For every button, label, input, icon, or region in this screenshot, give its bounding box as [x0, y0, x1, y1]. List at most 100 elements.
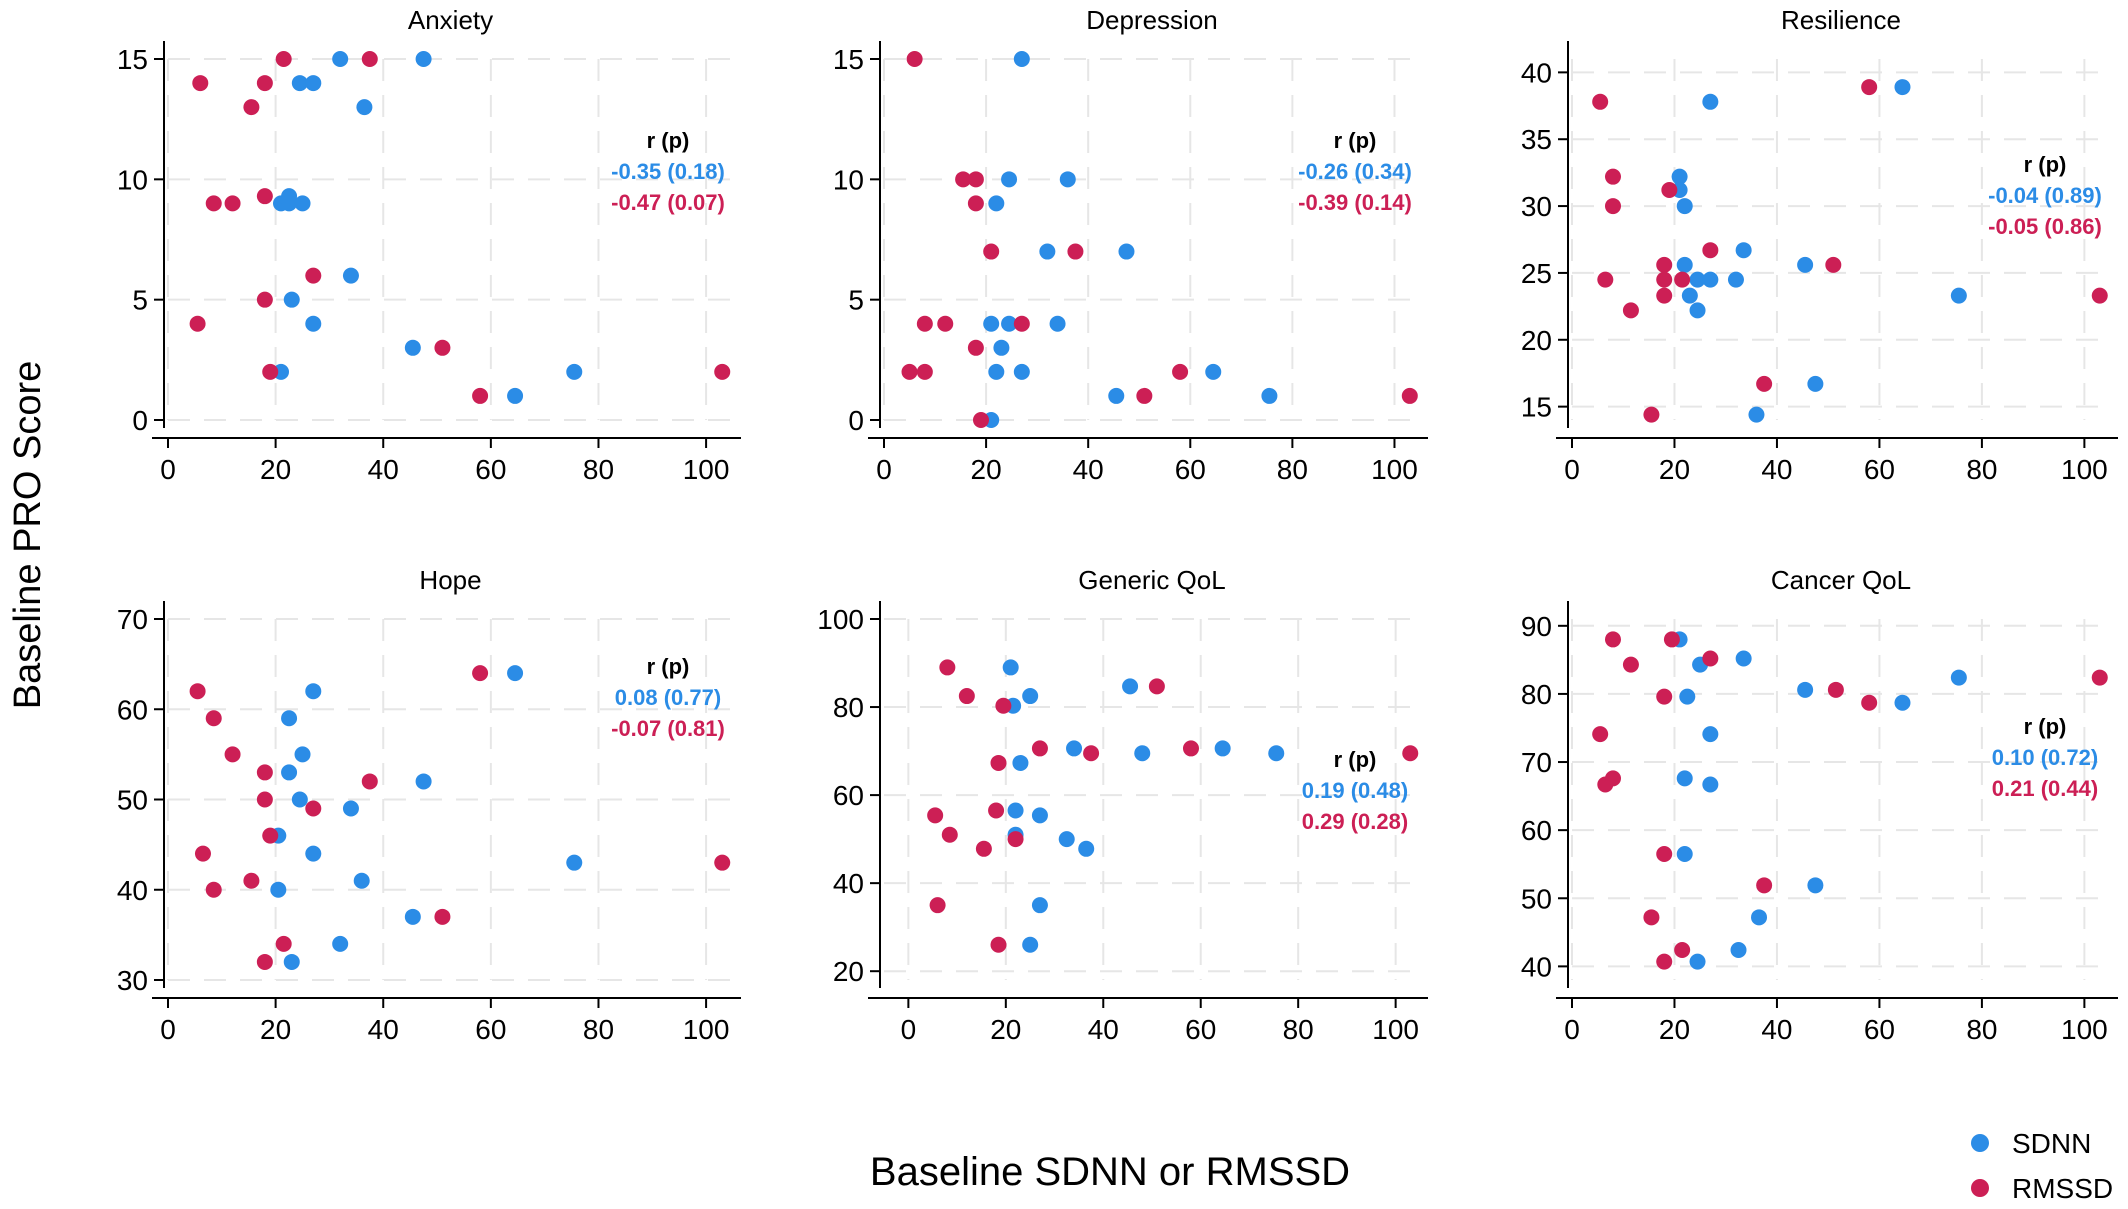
point-rmssd: [1661, 182, 1678, 199]
legend-label-sdnn: SDNN: [2012, 1128, 2091, 1159]
point-sdnn: [1108, 387, 1125, 404]
point-sdnn: [1894, 694, 1911, 711]
chart-panel-5: 40 50 60 70 80 90 0 20 40 60 80 100 Cancer QoL r (p) 0…: [1521, 565, 2118, 1045]
point-sdnn: [1950, 669, 1967, 686]
x-tick-label: 0: [1564, 454, 1580, 485]
x-tick-label: 40: [1761, 454, 1792, 485]
point-rmssd: [941, 826, 958, 843]
point-sdnn: [415, 773, 432, 790]
x-tick-label: 20: [1659, 454, 1690, 485]
point-rmssd: [434, 908, 451, 925]
point-sdnn: [1001, 315, 1018, 332]
annotation-sdnn: -0.26 (0.34): [1298, 159, 1412, 184]
x-tick-label: 60: [1175, 454, 1206, 485]
y-tick-label: 70: [1521, 747, 1552, 778]
point-sdnn: [1205, 363, 1222, 380]
point-sdnn: [1689, 953, 1706, 970]
point-sdnn: [1671, 168, 1688, 185]
point-sdnn: [404, 339, 421, 356]
point-rmssd: [434, 339, 451, 356]
point-sdnn: [1702, 726, 1719, 743]
point-sdnn: [1894, 79, 1911, 96]
point-sdnn: [1751, 909, 1768, 926]
point-rmssd: [967, 171, 984, 188]
point-sdnn: [283, 291, 300, 308]
point-sdnn: [1268, 745, 1285, 762]
annotation-header: r (p): [1334, 747, 1377, 772]
x-tick-label: 0: [876, 454, 892, 485]
point-rmssd: [967, 339, 984, 356]
x-tick-label: 100: [1372, 1014, 1419, 1045]
y-tick-label: 80: [833, 692, 864, 723]
point-rmssd: [916, 363, 933, 380]
point-rmssd: [256, 188, 273, 205]
point-sdnn: [1012, 754, 1029, 771]
point-sdnn: [988, 195, 1005, 212]
point-sdnn: [1950, 287, 1967, 304]
point-rmssd: [224, 746, 241, 763]
y-tick-label: 35: [1521, 124, 1552, 155]
point-rmssd: [1643, 909, 1660, 926]
y-tick-label: 40: [1521, 951, 1552, 982]
point-rmssd: [1083, 745, 1100, 762]
point-sdnn: [983, 315, 1000, 332]
point-rmssd: [256, 291, 273, 308]
point-rmssd: [983, 243, 1000, 260]
point-rmssd: [205, 710, 222, 727]
point-rmssd: [988, 802, 1005, 819]
x-tick-label: 80: [1277, 454, 1308, 485]
point-sdnn: [1261, 387, 1278, 404]
point-sdnn: [1689, 302, 1706, 319]
point-rmssd: [714, 854, 731, 871]
point-sdnn: [281, 195, 298, 212]
point-sdnn: [1676, 770, 1693, 787]
point-sdnn: [1735, 650, 1752, 667]
point-sdnn: [1031, 897, 1048, 914]
point-rmssd: [1861, 694, 1878, 711]
point-sdnn: [993, 339, 1010, 356]
point-rmssd: [1643, 406, 1660, 423]
y-tick-label: 60: [833, 780, 864, 811]
y-tick-label: 40: [117, 875, 148, 906]
y-tick-label: 30: [117, 965, 148, 996]
chart-title: Anxiety: [408, 5, 493, 35]
point-sdnn: [1022, 936, 1039, 953]
point-rmssd: [2091, 287, 2108, 304]
x-tick-label: 80: [1966, 1014, 1997, 1045]
point-sdnn: [1797, 681, 1814, 698]
point-rmssd: [256, 953, 273, 970]
point-sdnn: [305, 683, 322, 700]
y-tick-label: 10: [833, 164, 864, 195]
point-rmssd: [305, 800, 322, 817]
figure-x-axis-label: Baseline SDNN or RMSSD: [870, 1150, 1350, 1194]
x-tick-label: 80: [583, 1014, 614, 1045]
point-rmssd: [192, 75, 209, 92]
point-rmssd: [1172, 363, 1189, 380]
point-sdnn: [1022, 688, 1039, 705]
point-sdnn: [342, 800, 359, 817]
point-rmssd: [1656, 953, 1673, 970]
point-rmssd: [472, 665, 489, 682]
point-rmssd: [189, 315, 206, 332]
point-rmssd: [1604, 168, 1621, 185]
point-rmssd: [1148, 678, 1165, 695]
x-tick-label: 20: [990, 1014, 1021, 1045]
point-rmssd: [1136, 387, 1153, 404]
x-tick-label: 80: [583, 454, 614, 485]
annotation-sdnn: 0.10 (0.72): [1992, 745, 2098, 770]
x-tick-label: 100: [2061, 454, 2108, 485]
point-rmssd: [1604, 198, 1621, 215]
legend-marker-sdnn: [1971, 1134, 1989, 1152]
point-sdnn: [1007, 802, 1024, 819]
point-sdnn: [294, 746, 311, 763]
point-sdnn: [342, 267, 359, 284]
x-tick-label: 0: [901, 1014, 917, 1045]
point-rmssd: [714, 363, 731, 380]
y-tick-label: 90: [1521, 611, 1552, 642]
point-rmssd: [361, 773, 378, 790]
y-tick-label: 80: [1521, 679, 1552, 710]
y-tick-label: 60: [117, 694, 148, 725]
annotation-sdnn: -0.35 (0.18): [611, 159, 725, 184]
point-rmssd: [256, 791, 273, 808]
point-sdnn: [507, 665, 524, 682]
